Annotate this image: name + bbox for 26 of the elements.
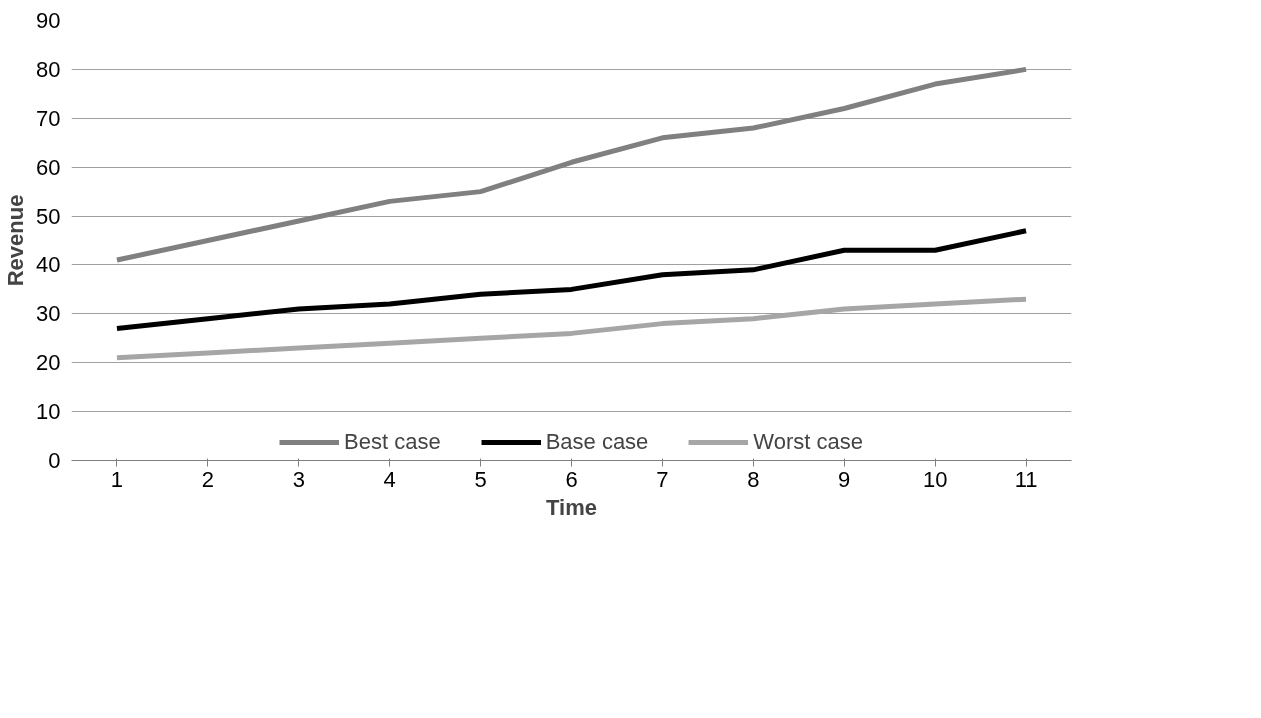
x-tick-label: 3 — [292, 466, 305, 492]
y-tick-label: 90 — [36, 8, 61, 33]
y-tick-label: 70 — [36, 105, 61, 131]
x-tick-label: 1 — [110, 466, 124, 492]
x-tick-label: 11 — [1014, 466, 1038, 492]
y-tick-label: 0 — [48, 448, 61, 473]
y-axis-title: Revenue — [3, 194, 29, 287]
y-tick-label: 40 — [36, 252, 61, 278]
y-tick-label: 60 — [36, 154, 61, 180]
x-tick-label: 4 — [383, 466, 396, 492]
y-tick-label: 10 — [36, 399, 61, 425]
legend-label: Worst case — [753, 429, 863, 455]
y-tick-label: 20 — [36, 350, 61, 376]
y-tick-label: 30 — [36, 301, 61, 327]
x-tick-label: 9 — [838, 466, 851, 492]
y-tick-label: 80 — [36, 56, 61, 82]
x-tick-label: 6 — [565, 466, 578, 492]
x-tick-label: 10 — [922, 466, 948, 492]
x-tick-label: 8 — [747, 466, 760, 492]
legend-label: Base case — [545, 429, 649, 455]
x-tick-label: 2 — [201, 466, 214, 492]
x-tick-label: 5 — [474, 466, 487, 492]
legend-label: Best case — [344, 429, 441, 455]
y-tick-label: 50 — [36, 203, 61, 229]
x-axis-title: Time — [546, 494, 597, 520]
x-tick-label: 7 — [656, 466, 669, 492]
